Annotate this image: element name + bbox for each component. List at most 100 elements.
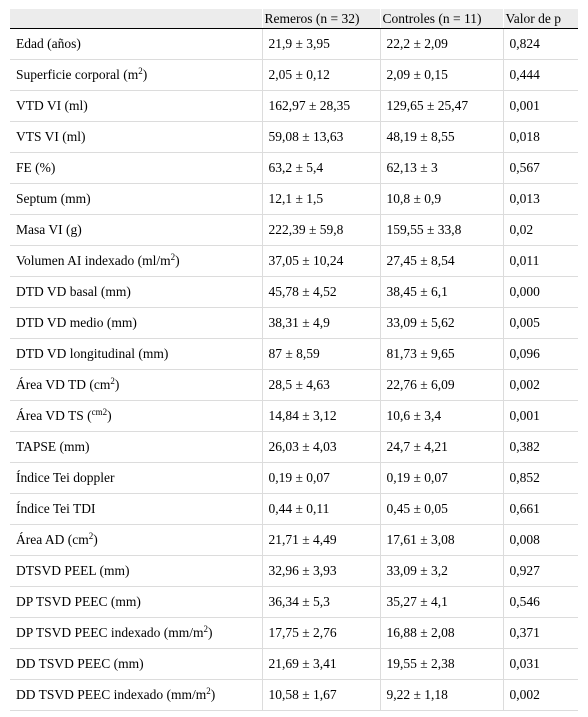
cell-remeros: 26,03 ± 4,03 [262,431,381,463]
header-variable [10,9,262,29]
cell-controles: 0,19 ± 0,07 [380,462,504,494]
table-row: Masa VI (g) 222,39 ± 59,8 159,55 ± 33,8 0,0… [10,214,578,246]
table-row: VTD VI (ml) 162,97 ± 28,35 129,65 ± 25,47 0… [10,90,578,122]
row-label: VTS VI (ml) [10,121,263,153]
cell-p-value: 0,661 [503,493,578,525]
table-row: FE (%) 63,2 ± 5,4 62,13 ± 3 0,567 [10,152,578,184]
row-label: Área AD (cm2) [10,524,263,556]
row-label: Septum (mm) [10,183,263,215]
cell-p-value: 0,005 [503,307,578,339]
cell-remeros: 0,44 ± 0,11 [262,493,381,525]
table-row: DP TSVD PEEC indexado (mm/m2) 17,75 ± 2,7… [10,617,578,649]
row-label: Superficie corporal (m2) [10,59,263,91]
header-row: Remeros (n = 32) Controles (n = 11) Valo… [10,9,578,29]
cell-p-value: 0,031 [503,648,578,680]
cell-remeros: 36,34 ± 5,3 [262,586,381,618]
table-row: Edad (años) 21,9 ± 3,95 22,2 ± 2,09 0,824 [10,28,578,60]
header-p-value: Valor de p [502,9,578,29]
cell-p-value: 0,013 [503,183,578,215]
cell-controles: 48,19 ± 8,55 [380,121,504,153]
cell-p-value: 0,001 [503,400,578,432]
cell-controles: 0,45 ± 0,05 [380,493,504,525]
cell-p-value: 0,444 [503,59,578,91]
table-row: Volumen AI indexado (ml/m2) 37,05 ± 10,24… [10,245,578,277]
row-label: Edad (años) [10,28,263,60]
row-label: Índice Tei doppler [10,462,263,494]
table-row: Área VD TD (cm2) 28,5 ± 4,63 22,76 ± 6,09 0… [10,369,578,401]
cell-p-value: 0,096 [503,338,578,370]
row-label: DTD VD medio (mm) [10,307,263,339]
row-label: DTD VD basal (mm) [10,276,263,308]
row-label: Índice Tei TDI [10,493,263,525]
table-row: DD TSVD PEEC indexado (mm/m2) 10,58 ± 1,6… [10,679,578,711]
cell-remeros: 12,1 ± 1,5 [262,183,381,215]
cell-controles: 62,13 ± 3 [380,152,504,184]
cell-p-value: 0,002 [503,369,578,401]
table-row: Índice Tei TDI 0,44 ± 0,11 0,45 ± 0,05 0,66… [10,493,578,525]
table-body: Edad (años) 21,9 ± 3,95 22,2 ± 2,09 0,824 Su… [10,28,578,711]
cell-p-value: 0,002 [503,679,578,711]
cell-p-value: 0,546 [503,586,578,618]
row-label: DTSVD PEEL (mm) [10,555,263,587]
table-row: Septum (mm) 12,1 ± 1,5 10,8 ± 0,9 0,013 [10,183,578,215]
cell-remeros: 37,05 ± 10,24 [262,245,381,277]
cell-controles: 27,45 ± 8,54 [380,245,504,277]
cell-p-value: 0,000 [503,276,578,308]
cell-controles: 17,61 ± 3,08 [380,524,504,556]
cell-controles: 159,55 ± 33,8 [380,214,504,246]
table-row: Superficie corporal (m2) 2,05 ± 0,12 2,09 … [10,59,578,91]
cell-remeros: 21,9 ± 3,95 [262,28,381,60]
cell-remeros: 222,39 ± 59,8 [262,214,381,246]
cell-remeros: 87 ± 8,59 [262,338,381,370]
cell-controles: 35,27 ± 4,1 [380,586,504,618]
cell-p-value: 0,02 [503,214,578,246]
cell-controles: 16,88 ± 2,08 [380,617,504,649]
row-label: Área VD TS (cm2) [10,400,263,432]
cell-remeros: 59,08 ± 13,63 [262,121,381,153]
table-row: DTSVD PEEL (mm) 32,96 ± 3,93 33,09 ± 3,2 0,… [10,555,578,587]
table-row: DD TSVD PEEC (mm) 21,69 ± 3,41 19,55 ± 2,3… [10,648,578,680]
cell-controles: 19,55 ± 2,38 [380,648,504,680]
cell-remeros: 45,78 ± 4,52 [262,276,381,308]
cell-remeros: 38,31 ± 4,9 [262,307,381,339]
cell-p-value: 0,852 [503,462,578,494]
cell-remeros: 32,96 ± 3,93 [262,555,381,587]
cell-controles: 10,6 ± 3,4 [380,400,504,432]
row-label: Masa VI (g) [10,214,263,246]
cell-p-value: 0,927 [503,555,578,587]
cell-controles: 9,22 ± 1,18 [380,679,504,711]
table-row: DTD VD basal (mm) 45,78 ± 4,52 38,45 ± 6,1… [10,276,578,308]
cell-controles: 81,73 ± 9,65 [380,338,504,370]
cell-p-value: 0,001 [503,90,578,122]
cell-remeros: 63,2 ± 5,4 [262,152,381,184]
cell-p-value: 0,824 [503,28,578,60]
cell-p-value: 0,011 [503,245,578,277]
row-label: VTD VI (ml) [10,90,263,122]
table-row: VTS VI (ml) 59,08 ± 13,63 48,19 ± 8,55 0,01… [10,121,578,153]
row-label: DP TSVD PEEC indexado (mm/m2) [10,617,263,649]
table-row: Índice Tei doppler 0,19 ± 0,07 0,19 ± 0,07… [10,462,578,494]
row-label: Área VD TD (cm2) [10,369,263,401]
cell-p-value: 0,382 [503,431,578,463]
table-row: DTD VD medio (mm) 38,31 ± 4,9 33,09 ± 5,62… [10,307,578,339]
row-label: DP TSVD PEEC (mm) [10,586,263,618]
cell-controles: 24,7 ± 4,21 [380,431,504,463]
cell-remeros: 21,71 ± 4,49 [262,524,381,556]
cell-remeros: 10,58 ± 1,67 [262,679,381,711]
table-row: DTD VD longitudinal (mm) 87 ± 8,59 81,73 ±… [10,338,578,370]
table-row: TAPSE (mm) 26,03 ± 4,03 24,7 ± 4,21 0,382 [10,431,578,463]
header-controles: Controles (n = 11) [379,9,503,29]
cell-p-value: 0,018 [503,121,578,153]
cell-remeros: 2,05 ± 0,12 [262,59,381,91]
cell-controles: 22,76 ± 6,09 [380,369,504,401]
row-label: Volumen AI indexado (ml/m2) [10,245,263,277]
cell-controles: 33,09 ± 5,62 [380,307,504,339]
table-row: DP TSVD PEEC (mm) 36,34 ± 5,3 35,27 ± 4,1 0… [10,586,578,618]
cell-controles: 129,65 ± 25,47 [380,90,504,122]
cell-remeros: 17,75 ± 2,76 [262,617,381,649]
row-label: TAPSE (mm) [10,431,263,463]
row-label: DD TSVD PEEC indexado (mm/m2) [10,679,263,711]
cell-p-value: 0,371 [503,617,578,649]
cell-remeros: 21,69 ± 3,41 [262,648,381,680]
header-remeros: Remeros (n = 32) [261,9,380,29]
